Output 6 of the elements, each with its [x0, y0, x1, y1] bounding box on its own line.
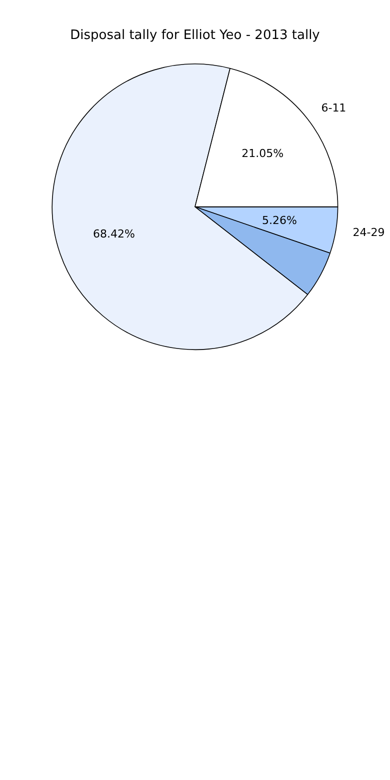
data-label: 5.26%: [262, 214, 297, 227]
data-label: 21.05%: [242, 147, 284, 160]
chart-title: Disposal tally for Elliot Yeo - 2013 tally: [70, 28, 320, 44]
slice-label: 6-11: [321, 101, 346, 114]
slice-label: 24-29: [352, 226, 385, 239]
data-label: 68.42%: [92, 227, 135, 240]
